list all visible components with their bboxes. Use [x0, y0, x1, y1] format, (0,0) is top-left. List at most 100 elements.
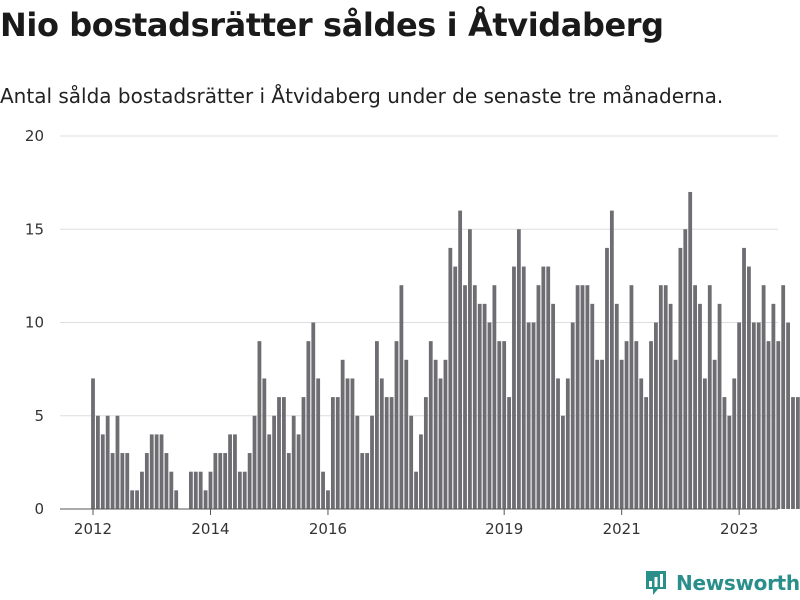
bar	[316, 378, 321, 509]
bar	[536, 285, 541, 509]
bar	[575, 285, 580, 509]
bar	[174, 490, 179, 509]
bar	[649, 341, 653, 509]
bar	[448, 247, 453, 509]
bar	[472, 285, 477, 509]
bar	[223, 453, 228, 509]
bar	[516, 229, 521, 509]
bar	[355, 415, 360, 509]
bar	[693, 285, 697, 509]
y-tick-label: 0	[34, 500, 44, 518]
bar	[321, 471, 325, 509]
bar	[595, 359, 600, 509]
bar	[404, 359, 409, 509]
bar	[629, 285, 634, 509]
brand-logo[interactable]: Newsworthy	[644, 569, 800, 597]
bar	[565, 378, 570, 509]
bar	[502, 341, 507, 509]
bar	[556, 378, 560, 509]
bar	[639, 378, 644, 509]
bar	[233, 434, 237, 509]
bar	[605, 247, 609, 509]
bar	[737, 322, 742, 509]
bar	[198, 471, 203, 509]
bar	[619, 359, 624, 509]
y-axis: 0 5 10 15 20	[25, 127, 44, 518]
bar	[272, 415, 277, 509]
bar	[213, 453, 218, 509]
bar	[776, 341, 781, 509]
bar	[771, 303, 776, 509]
bar	[702, 378, 707, 509]
gridlines	[60, 135, 778, 417]
bar	[277, 397, 281, 509]
bar	[140, 471, 144, 509]
bar	[218, 453, 223, 509]
bar	[149, 434, 154, 509]
bar	[688, 191, 693, 509]
bar	[282, 397, 286, 509]
bar	[409, 415, 414, 509]
bar	[159, 434, 164, 509]
bar	[237, 471, 242, 509]
bar	[291, 415, 296, 509]
bar	[663, 285, 668, 509]
bar	[683, 229, 688, 509]
bar	[766, 341, 771, 509]
bar	[262, 378, 267, 509]
bar	[756, 322, 761, 509]
bar	[169, 471, 174, 509]
bar	[526, 322, 531, 509]
bar	[624, 341, 629, 509]
x-tick-label: 2019	[485, 520, 523, 538]
bar	[438, 378, 443, 509]
bar	[384, 397, 389, 509]
brand-name: Newsworthy	[676, 571, 800, 595]
bar	[433, 359, 438, 509]
bar	[193, 471, 198, 509]
bar	[541, 266, 546, 509]
bar	[698, 303, 702, 509]
bar	[546, 266, 551, 509]
bar	[590, 303, 595, 509]
bar	[614, 303, 619, 509]
bar	[120, 453, 125, 509]
bar	[228, 434, 232, 509]
bar	[585, 285, 590, 509]
bar	[751, 322, 756, 509]
bar	[458, 210, 463, 509]
bar	[747, 266, 751, 509]
bar	[487, 322, 492, 509]
bar	[609, 210, 614, 509]
bar	[130, 490, 135, 509]
bar	[154, 434, 159, 509]
x-tick-label: 2012	[74, 520, 112, 538]
bar	[512, 266, 516, 509]
bar	[350, 378, 355, 509]
bar	[95, 415, 100, 509]
bar	[561, 415, 565, 509]
bar	[247, 453, 252, 509]
bar	[570, 322, 575, 509]
bar	[110, 453, 115, 509]
bar	[365, 453, 370, 509]
y-tick-label: 15	[25, 220, 44, 238]
bars	[91, 191, 800, 509]
bar	[164, 453, 169, 509]
bar	[389, 397, 394, 509]
bar	[658, 285, 663, 509]
bar	[286, 453, 291, 509]
bar	[335, 397, 340, 509]
bar	[394, 341, 399, 509]
bar	[135, 490, 139, 509]
bar	[600, 359, 604, 509]
bar	[580, 285, 585, 509]
bar	[722, 397, 727, 509]
bar	[795, 397, 800, 509]
bar	[732, 378, 737, 509]
bar	[531, 322, 536, 509]
bar	[242, 471, 247, 509]
bar	[673, 359, 678, 509]
bar	[717, 303, 722, 509]
